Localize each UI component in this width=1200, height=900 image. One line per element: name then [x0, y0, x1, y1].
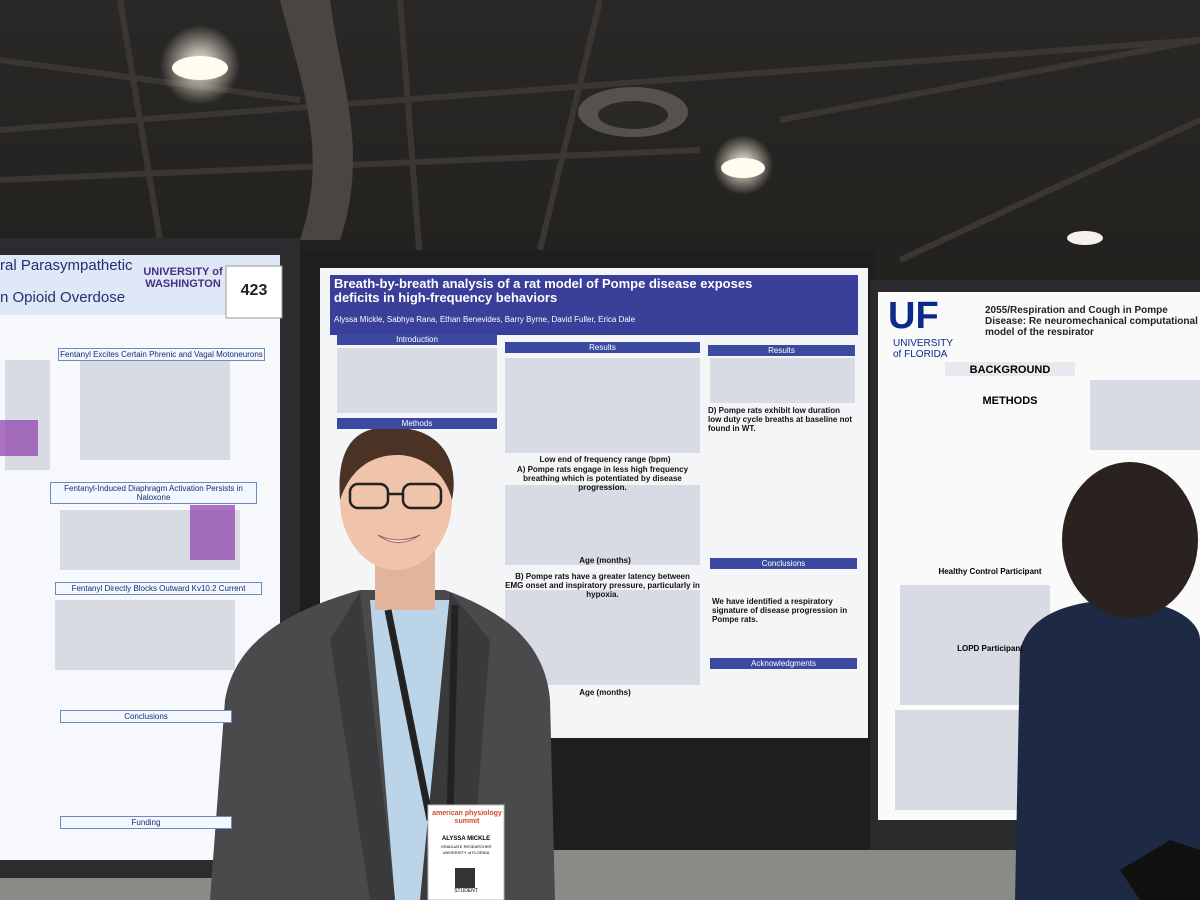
axis-label: Low end of frequency range (bpm) — [539, 455, 671, 464]
section-heading: Conclusions — [710, 558, 857, 569]
section-heading: Fentanyl Excites Certain Phrenic and Vag… — [58, 348, 265, 361]
section-heading: Results — [505, 342, 700, 353]
section-heading: Healthy Control Participant — [938, 567, 1042, 576]
section-heading: Results — [708, 345, 855, 356]
badge-affiliation: UNIVERSITY of FLORIDA — [442, 850, 490, 855]
board-number: 423 — [240, 282, 268, 299]
section-heading: Acknowledgments — [710, 658, 857, 669]
section-heading: Fentanyl-Induced Diaphragm Activation Pe… — [50, 482, 257, 504]
poster-title: 2055/Respiration and Cough in Pompe Dise… — [985, 305, 1198, 335]
section-heading: BACKGROUND — [969, 364, 1051, 376]
section-heading: Introduction — [337, 334, 497, 345]
section-heading: LOPD Participant — [957, 644, 1023, 653]
left-poster-title: ral Parasympathetic n Opioid Overdose — [0, 257, 226, 306]
section-heading: Methods — [337, 418, 497, 429]
section-heading: Fentanyl Directly Blocks Outward Kv10.2 … — [55, 582, 262, 595]
section-heading: METHODS — [982, 395, 1038, 407]
poster-title: Breath-by-breath analysis of a rat model… — [334, 276, 753, 306]
conclusion-text: We have identified a respiratory signatu… — [712, 597, 848, 624]
figure-caption: A) Pompe rats engage in less high freque… — [516, 465, 689, 492]
university: UNIVERSITY of WASHINGTON — [143, 266, 223, 291]
title-line: n Opioid Overdose — [0, 288, 126, 306]
poster-authors: Alyssa Mickle, Sabhya Rana, Ethan Benevi… — [334, 315, 636, 324]
badge-event: american physiology summit — [432, 810, 502, 825]
axis-label: Age (months) — [579, 556, 631, 565]
section-heading: Conclusions — [60, 710, 232, 723]
figure-caption: D) Pompe rats exhibit low duration low d… — [708, 406, 853, 433]
figure-caption: B) Pompe rats have a greater latency bet… — [505, 572, 700, 599]
title-line: ral Parasympathetic — [0, 257, 133, 274]
section-heading: Funding — [60, 816, 232, 829]
badge-role: GRADUATE RESEARCHER — [440, 844, 492, 849]
axis-label: Age (months) — [579, 688, 631, 697]
badge-type: STUDENT — [454, 888, 478, 894]
badge-name: ALYSSA MICKLE — [441, 836, 491, 842]
university: UNIVERSITY of FLORIDA — [893, 338, 953, 360]
uf-logo: UF — [888, 295, 939, 337]
